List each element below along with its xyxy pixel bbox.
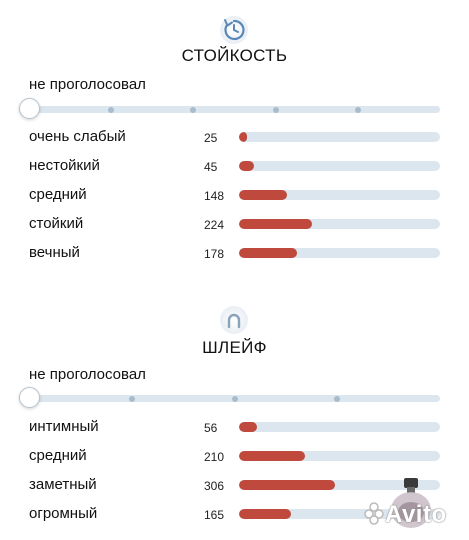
- rating-label: очень слабый: [29, 128, 126, 145]
- rating-label: средний: [29, 186, 87, 203]
- longevity-vote-status: не проголосовал: [29, 76, 146, 93]
- rating-label: интимный: [29, 418, 99, 435]
- rating-row: вечный 178: [0, 244, 469, 264]
- rating-row: стойкий 224: [0, 215, 469, 235]
- clock-refresh-icon: [218, 14, 250, 46]
- rating-bar-track: [239, 132, 440, 142]
- rating-bar-fill: [239, 161, 254, 171]
- rating-bar-track: [239, 190, 440, 200]
- rating-row: интимный 56: [0, 418, 469, 438]
- slider-step-dot[interactable]: [108, 106, 115, 113]
- rating-label: стойкий: [29, 215, 84, 232]
- rating-bar-track: [239, 248, 440, 258]
- slider-step-dot[interactable]: [231, 395, 238, 402]
- rating-row: огромный 165: [0, 505, 469, 525]
- rating-count: 25: [204, 131, 218, 145]
- rating-row: средний 148: [0, 186, 469, 206]
- rating-row: очень слабый 25: [0, 128, 469, 148]
- rating-count: 224: [204, 218, 225, 232]
- rating-bar-track: [239, 480, 440, 490]
- rating-bar-fill: [239, 451, 305, 461]
- perfume-bottle-icon: [364, 478, 431, 528]
- rating-count: 45: [204, 160, 218, 174]
- rating-label: вечный: [29, 244, 80, 261]
- sillage-slider[interactable]: [29, 395, 440, 402]
- sillage-arch-icon: [218, 304, 250, 336]
- rating-bar-track: [239, 219, 440, 229]
- sillage-vote-status: не проголосовал: [29, 366, 146, 383]
- sillage-title: ШЛЕЙФ: [202, 338, 267, 357]
- slider-knob[interactable]: [19, 387, 40, 408]
- rating-count: 306: [204, 479, 225, 493]
- rating-bar-fill: [239, 480, 336, 490]
- slider-step-dot[interactable]: [354, 106, 361, 113]
- rating-label: заметный: [29, 476, 97, 493]
- rating-label: средний: [29, 447, 87, 464]
- rating-count: 178: [204, 247, 225, 261]
- rating-bar-fill: [239, 190, 287, 200]
- rating-count: 148: [204, 189, 225, 203]
- rating-bar-fill: [239, 509, 291, 519]
- rating-bar-track: [239, 509, 440, 519]
- longevity-title: СТОЙКОСТЬ: [181, 46, 288, 65]
- rating-label: огромный: [29, 505, 98, 522]
- slider-knob[interactable]: [19, 98, 40, 119]
- rating-bar-track: [239, 422, 440, 432]
- rating-count: 210: [204, 450, 225, 464]
- slider-step-dot[interactable]: [334, 395, 341, 402]
- rating-bar-fill: [239, 132, 248, 142]
- rating-row: средний 210: [0, 447, 469, 467]
- rating-bar-fill: [239, 422, 257, 432]
- longevity-slider[interactable]: [29, 106, 440, 113]
- avito-watermark: Avito: [355, 474, 465, 536]
- rating-row: заметный 306: [0, 476, 469, 496]
- rating-bar-fill: [239, 219, 312, 229]
- slider-step-dot[interactable]: [190, 106, 197, 113]
- rating-bar-track: [239, 161, 440, 171]
- slider-step-dot[interactable]: [128, 395, 135, 402]
- rating-bar-track: [239, 451, 440, 461]
- rating-count: 56: [204, 421, 218, 435]
- rating-count: 165: [204, 508, 225, 522]
- rating-label: нестойкий: [29, 157, 100, 174]
- slider-step-dot[interactable]: [272, 106, 279, 113]
- watermark-text: Avito: [385, 501, 447, 528]
- rating-bar-fill: [239, 248, 297, 258]
- rating-row: нестойкий 45: [0, 157, 469, 177]
